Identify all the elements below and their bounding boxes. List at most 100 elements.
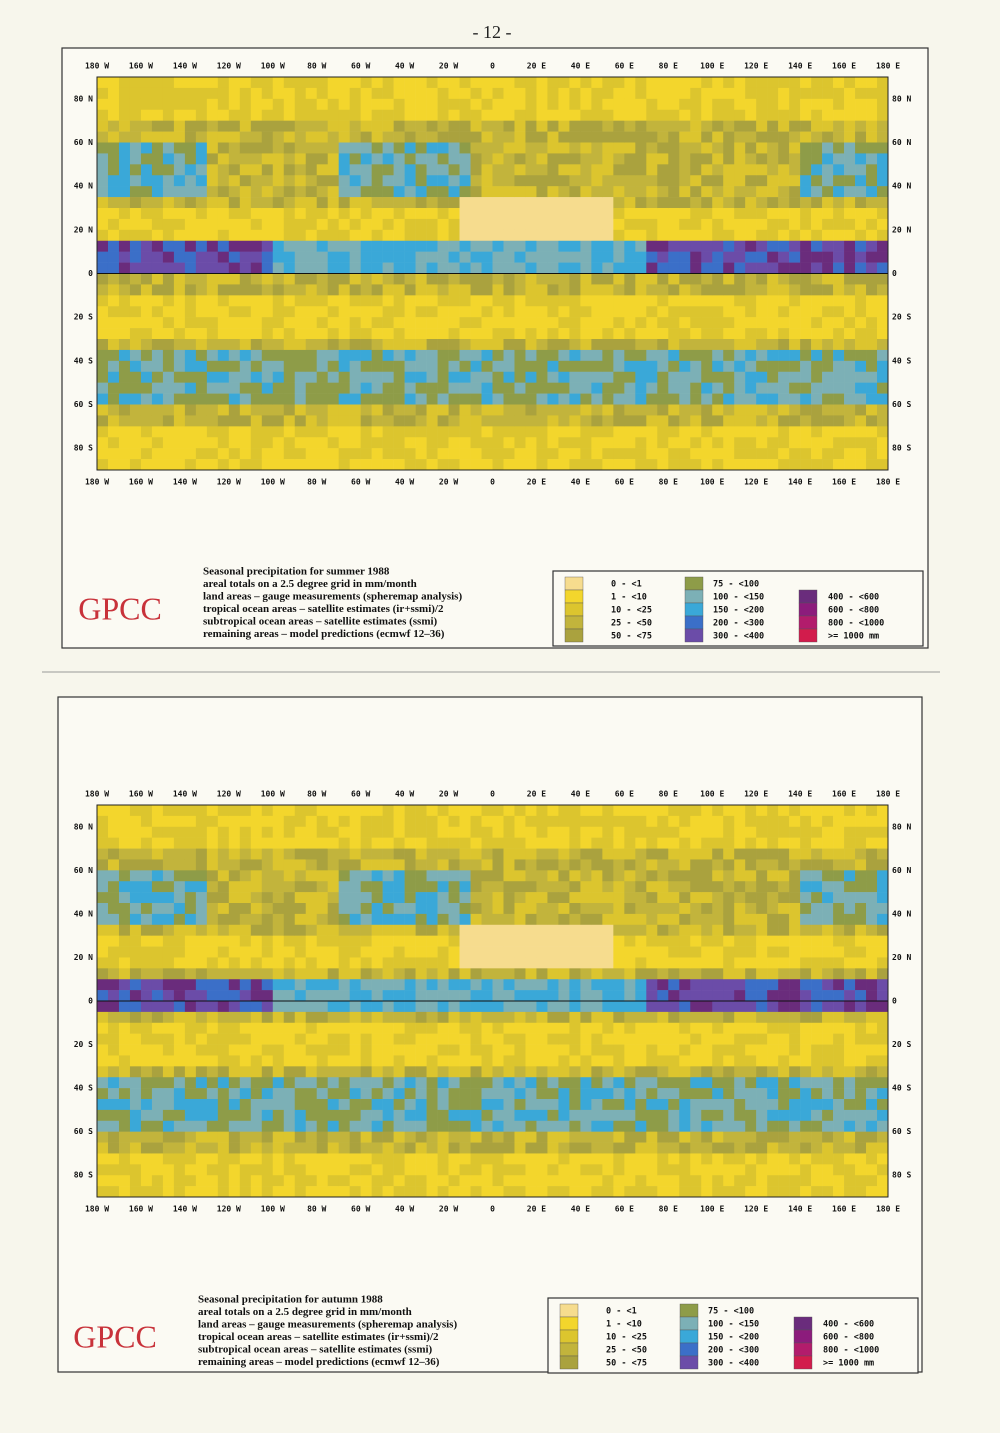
grid-cell <box>789 1164 801 1176</box>
grid-cell <box>97 870 109 882</box>
grid-cell <box>624 218 636 231</box>
grid-cell <box>569 382 581 394</box>
grid-cell <box>701 1022 713 1034</box>
grid-cell <box>305 459 318 471</box>
grid-cell <box>591 382 603 394</box>
grid-cell <box>316 415 329 427</box>
grid-cell <box>470 349 482 362</box>
grid-cell <box>129 437 142 449</box>
grid-cell <box>745 218 757 231</box>
grid-cell <box>129 240 142 252</box>
grid-cell <box>591 317 603 329</box>
grid-cell <box>789 437 801 449</box>
grid-cell <box>272 848 285 860</box>
grid-cell <box>382 262 394 274</box>
grid-cell <box>415 317 427 329</box>
grid-cell <box>635 393 647 405</box>
grid-cell <box>272 349 285 362</box>
grid-cell <box>624 339 636 351</box>
grid-cell <box>184 1044 197 1056</box>
grid-cell <box>668 1175 680 1187</box>
grid-cell <box>371 437 383 449</box>
grid-cell <box>547 1055 559 1067</box>
legend-swatch <box>564 589 584 604</box>
grid-cell <box>239 426 252 438</box>
grid-cell <box>261 306 274 318</box>
grid-cell <box>591 77 603 89</box>
grid-cell <box>558 1109 570 1122</box>
x-label-bottom: 100 W <box>261 478 285 487</box>
grid-cell <box>151 273 164 285</box>
grid-cell <box>404 77 416 89</box>
grid-cell <box>459 1120 471 1132</box>
grid-cell <box>184 1142 197 1154</box>
grid-cell <box>206 77 219 89</box>
grid-cell <box>173 415 186 427</box>
grid-cell <box>602 990 614 1002</box>
grid-cell <box>228 881 241 893</box>
grid-cell <box>844 382 856 394</box>
grid-cell <box>679 1066 691 1078</box>
grid-cell <box>206 197 219 209</box>
grid-cell <box>481 826 493 838</box>
grid-cell <box>250 328 263 340</box>
grid-cell <box>316 77 329 89</box>
grid-cell <box>514 77 526 89</box>
grid-cell <box>305 120 318 132</box>
grid-cell <box>305 109 318 121</box>
grid-cell <box>778 328 790 340</box>
grid-cell <box>789 262 801 274</box>
grid-cell <box>470 404 482 416</box>
grid-cell <box>415 186 427 198</box>
grid-cell <box>371 1011 383 1024</box>
grid-cell <box>382 935 394 947</box>
grid-cell <box>305 1033 318 1045</box>
grid-cell <box>679 1088 691 1100</box>
grid-cell <box>393 826 405 838</box>
grid-cell <box>767 979 779 991</box>
grid-cell <box>239 1099 252 1111</box>
grid-cell <box>536 109 548 121</box>
grid-cell <box>536 1033 548 1045</box>
grid-cell <box>426 1175 438 1187</box>
grid-cell <box>173 1001 186 1013</box>
grid-cell <box>602 77 614 89</box>
grid-cell <box>217 1164 230 1176</box>
grid-cell <box>756 1131 768 1143</box>
grid-cell <box>481 805 493 817</box>
grid-cell <box>349 339 361 351</box>
grid-cell <box>305 1022 318 1034</box>
grid-cell <box>547 1099 559 1111</box>
grid-cell <box>437 1131 449 1143</box>
grid-cell <box>844 448 856 460</box>
grid-cell <box>371 197 383 209</box>
x-label-top: 160 E <box>832 62 856 71</box>
grid-cell <box>426 1120 438 1132</box>
grid-cell <box>261 1099 274 1111</box>
grid-cell <box>393 109 405 121</box>
grid-cell <box>338 826 350 838</box>
grid-cell <box>690 1011 702 1024</box>
grid-cell <box>767 837 779 849</box>
grid-cell <box>800 98 812 111</box>
grid-cell <box>360 1077 372 1089</box>
grid-cell <box>184 459 197 471</box>
grid-cell <box>250 295 263 307</box>
grid-cell <box>437 1022 449 1034</box>
grid-cell <box>151 448 164 460</box>
grid-cell <box>602 826 614 838</box>
grid-cell <box>855 142 867 154</box>
grid-cell <box>448 229 460 242</box>
grid-cell <box>305 881 318 893</box>
grid-cell <box>547 924 559 936</box>
grid-cell <box>195 240 208 252</box>
grid-cell <box>140 164 153 176</box>
grid-cell <box>569 328 581 340</box>
grid-cell <box>459 815 471 828</box>
grid-cell <box>338 815 350 828</box>
grid-cell <box>767 240 779 252</box>
grid-cell <box>470 371 482 383</box>
grid-cell <box>129 426 142 438</box>
grid-cell <box>151 306 164 318</box>
